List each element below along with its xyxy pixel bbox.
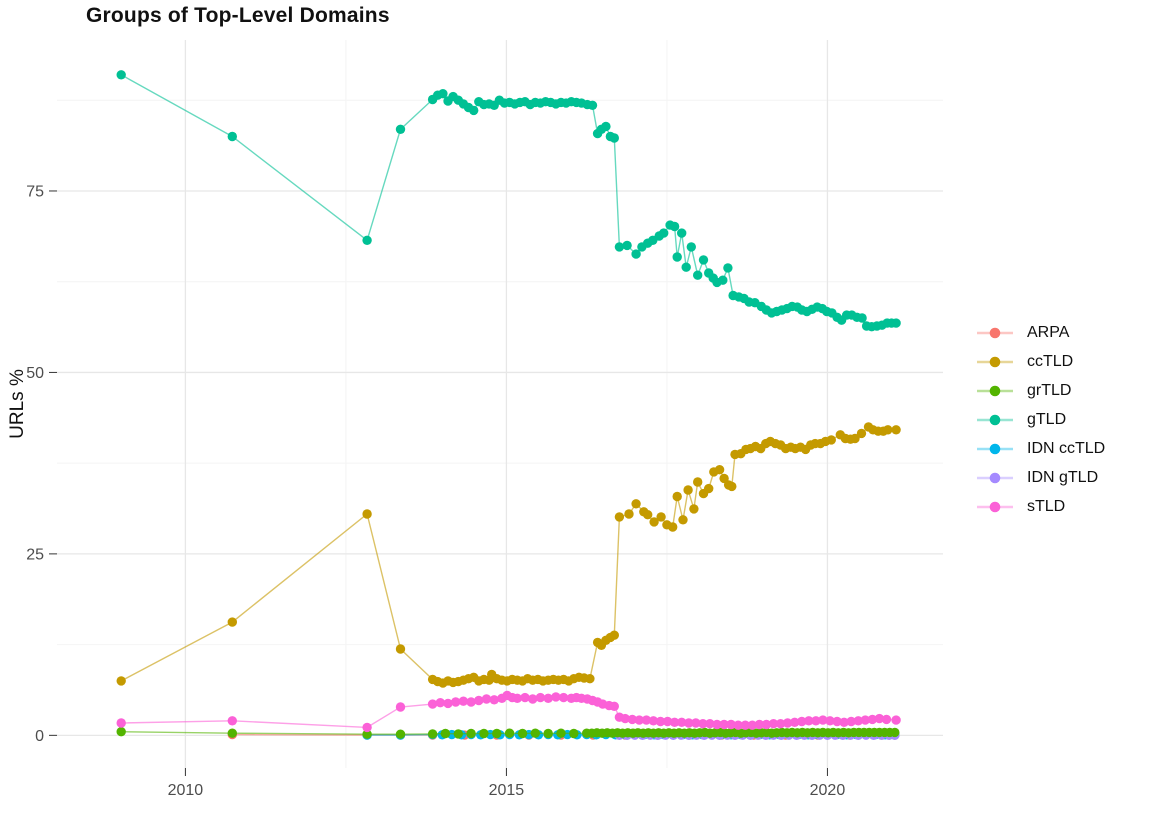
legend-label: ARPA xyxy=(1027,324,1070,341)
legend-key-icon xyxy=(977,443,1013,455)
series-stld xyxy=(116,690,901,733)
y-tick-label: 25 xyxy=(26,546,44,563)
legend-item-gtld: gTLD xyxy=(976,411,1105,428)
legend: ARPA ccTLD grTLD gTLD IDN ccTLD IDN gTLD sTLD xyxy=(976,324,1106,515)
legend-item-grtld: grTLD xyxy=(976,382,1105,399)
legend-key-icon xyxy=(977,356,1013,368)
series-gtld xyxy=(116,70,901,332)
legend-key-icon xyxy=(977,472,1013,484)
legend-label: IDN ccTLD xyxy=(1027,440,1106,457)
y-tick-label: 50 xyxy=(26,365,44,382)
legend-item-idn-cctld: IDN ccTLD xyxy=(976,440,1106,457)
legend-item-arpa: ARPA xyxy=(976,324,1105,341)
legend-key-icon xyxy=(977,327,1013,339)
legend-label: grTLD xyxy=(1027,382,1072,399)
y-tick-label: 75 xyxy=(26,183,44,200)
legend-item-cctld: ccTLD xyxy=(976,353,1105,370)
series-cctld xyxy=(116,422,901,688)
x-tick-label: 2010 xyxy=(168,782,204,799)
x-tick-label: 2020 xyxy=(810,782,846,799)
legend-label: gTLD xyxy=(1027,411,1067,428)
x-tick-label: 2015 xyxy=(489,782,525,799)
series-grtld xyxy=(116,727,900,739)
grid-major xyxy=(57,40,943,768)
legend-key-icon xyxy=(977,414,1013,426)
legend-label: IDN gTLD xyxy=(1027,469,1099,486)
page-title: Groups of Top-Level Domains xyxy=(86,4,390,27)
y-tick-label: 0 xyxy=(35,728,44,745)
grid-minor xyxy=(57,40,943,768)
legend-label: ccTLD xyxy=(1027,353,1074,370)
legend-label: sTLD xyxy=(1027,498,1066,515)
legend-item-stld: sTLD xyxy=(976,498,1105,515)
legend-item-idn-gtld: IDN gTLD xyxy=(976,469,1105,486)
legend-key-icon xyxy=(977,501,1013,513)
axes: 2010 2015 2020 0 25 50 75 xyxy=(26,183,845,799)
legend-key-icon xyxy=(977,385,1013,397)
